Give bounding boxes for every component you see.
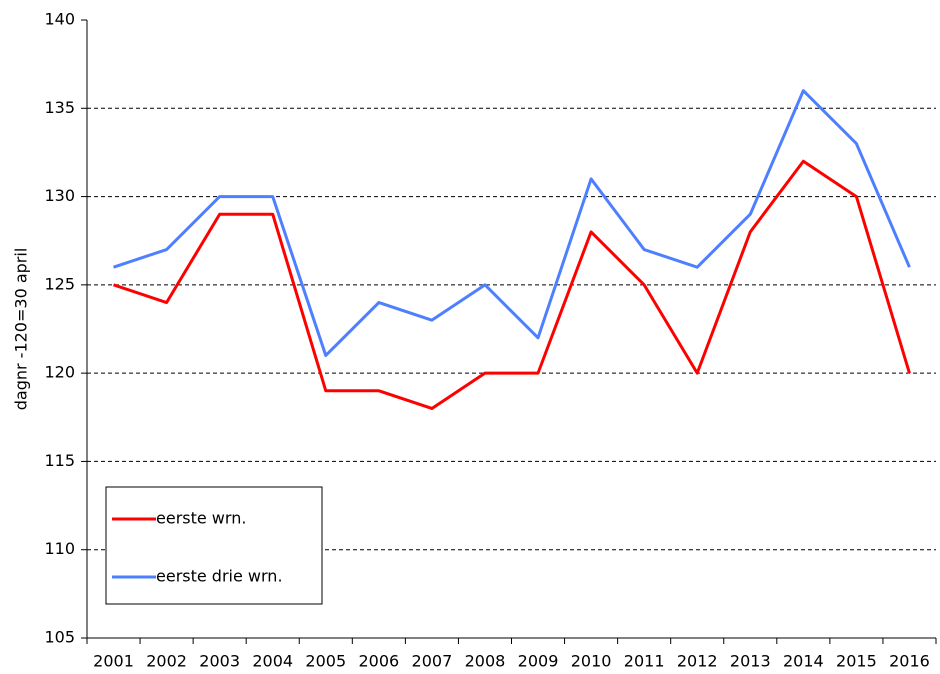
legend-label: eerste drie wrn. (156, 567, 283, 586)
data-line (113, 89, 911, 357)
y-tick-label: 140 (44, 10, 75, 29)
legend-box (105, 486, 323, 605)
x-tick-label: 2002 (146, 652, 187, 671)
x-tick-label: 2009 (518, 652, 559, 671)
y-tick-label: 115 (44, 451, 75, 470)
x-tick-label: 2016 (889, 652, 930, 671)
data-line (113, 159, 911, 410)
y-tick-label: 105 (44, 628, 75, 647)
x-tick-label: 2015 (836, 652, 877, 671)
y-axis-label: dagnr -120=30 april (12, 248, 31, 411)
y-tick-label: 135 (44, 98, 75, 117)
x-tick-label: 2003 (199, 652, 240, 671)
x-tick-label: 2010 (571, 652, 612, 671)
x-tick-label: 2014 (783, 652, 824, 671)
legend-label: eerste wrn. (156, 509, 246, 528)
y-tick-label: 125 (44, 274, 75, 293)
y-tick-label: 120 (44, 363, 75, 382)
x-tick-label: 2007 (412, 652, 453, 671)
x-tick-label: 2011 (624, 652, 665, 671)
x-tick-label: 2005 (305, 652, 346, 671)
y-tick-label: 130 (44, 186, 75, 205)
y-tick-label: 110 (44, 539, 75, 558)
x-tick-label: 2004 (252, 652, 293, 671)
x-tick-label: 2012 (677, 652, 718, 671)
x-tick-label: 2001 (93, 652, 134, 671)
x-tick-label: 2006 (358, 652, 399, 671)
x-tick-label: 2008 (465, 652, 506, 671)
x-tick-label: 2013 (730, 652, 771, 671)
